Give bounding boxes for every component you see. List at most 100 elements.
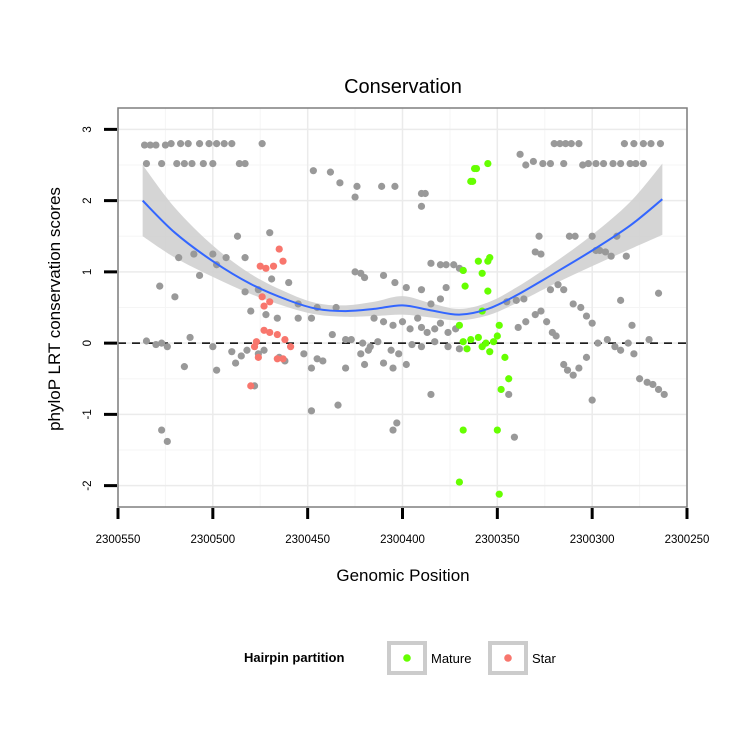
data-point-other bbox=[414, 314, 422, 322]
data-point-other bbox=[417, 323, 426, 332]
data-point-other bbox=[444, 343, 452, 351]
data-point-star bbox=[258, 293, 266, 301]
data-point-other bbox=[427, 300, 435, 308]
data-point-other bbox=[241, 288, 249, 296]
data-point-other bbox=[514, 323, 522, 332]
data-point-other bbox=[379, 359, 388, 367]
data-point-other bbox=[213, 140, 221, 148]
data-point-other bbox=[180, 159, 188, 168]
data-point-other bbox=[417, 286, 426, 294]
data-point-other bbox=[505, 390, 513, 399]
data-point-other bbox=[584, 159, 592, 168]
data-point-other bbox=[647, 140, 655, 148]
chart-title: Conservation bbox=[344, 76, 462, 98]
data-point-other bbox=[342, 335, 350, 344]
data-point-other bbox=[389, 426, 397, 434]
data-point-other bbox=[195, 271, 204, 280]
data-point-other bbox=[607, 252, 615, 260]
data-point-star bbox=[286, 343, 295, 351]
x-tick-label: 2300400 bbox=[380, 534, 425, 546]
y-tick-label: 2 bbox=[82, 197, 94, 203]
data-point-other bbox=[522, 161, 530, 169]
data-point-other bbox=[364, 346, 372, 354]
data-point-other bbox=[560, 286, 568, 294]
data-point-star bbox=[273, 355, 281, 363]
data-point-mature bbox=[495, 321, 503, 329]
data-point-other bbox=[379, 318, 388, 326]
x-tick-label: 2300500 bbox=[190, 534, 235, 546]
data-point-mature bbox=[461, 282, 469, 290]
data-point-other bbox=[176, 140, 185, 148]
data-point-other bbox=[562, 140, 570, 148]
data-point-other bbox=[247, 307, 255, 315]
y-tick-label: 0 bbox=[82, 340, 94, 346]
data-point-other bbox=[228, 348, 236, 356]
data-point-other bbox=[656, 140, 665, 148]
data-point-star bbox=[260, 302, 268, 310]
data-point-star bbox=[269, 262, 278, 270]
data-point-other bbox=[421, 189, 429, 198]
data-point-other bbox=[592, 159, 600, 168]
data-point-mature bbox=[472, 164, 481, 173]
data-point-other bbox=[417, 343, 426, 351]
data-point-mature bbox=[486, 254, 494, 262]
data-point-other bbox=[582, 312, 591, 320]
data-point-other bbox=[237, 352, 245, 360]
data-point-other bbox=[569, 371, 577, 379]
data-point-other bbox=[588, 232, 596, 240]
data-point-mature bbox=[463, 345, 471, 353]
data-point-other bbox=[537, 250, 545, 258]
x-tick-label: 2300350 bbox=[475, 534, 520, 546]
data-point-other bbox=[654, 385, 663, 394]
data-point-other bbox=[158, 426, 166, 434]
data-point-other bbox=[539, 159, 547, 168]
data-point-other bbox=[360, 360, 369, 369]
data-point-other bbox=[231, 359, 240, 367]
data-point-other bbox=[395, 350, 403, 358]
data-point-other bbox=[630, 350, 638, 358]
data-point-other bbox=[406, 325, 414, 333]
data-point-other bbox=[175, 254, 183, 262]
data-point-other bbox=[599, 159, 608, 168]
data-point-mature bbox=[486, 348, 494, 356]
data-point-star bbox=[250, 343, 259, 351]
data-point-other bbox=[628, 321, 636, 329]
data-point-other bbox=[550, 140, 558, 148]
data-point-other bbox=[391, 278, 399, 287]
data-point-other bbox=[294, 314, 302, 322]
data-point-other bbox=[579, 161, 587, 169]
legend-title: Hairpin partition bbox=[244, 650, 344, 665]
data-point-other bbox=[620, 140, 629, 148]
data-point-other bbox=[374, 338, 382, 346]
data-point-other bbox=[546, 159, 555, 168]
data-point-other bbox=[285, 278, 293, 287]
data-point-other bbox=[582, 353, 591, 361]
data-point-mature bbox=[484, 287, 492, 295]
data-point-other bbox=[195, 140, 204, 148]
data-point-mature bbox=[474, 257, 482, 265]
legend-swatch-mature bbox=[403, 654, 411, 662]
series-other bbox=[140, 140, 668, 446]
data-point-other bbox=[258, 140, 266, 148]
data-point-other bbox=[577, 303, 585, 312]
data-point-other bbox=[529, 157, 537, 166]
data-point-mature bbox=[495, 490, 503, 498]
data-point-other bbox=[266, 229, 274, 237]
data-point-other bbox=[431, 338, 439, 346]
data-point-other bbox=[512, 296, 520, 304]
data-point-other bbox=[423, 328, 431, 337]
data-point-other bbox=[560, 360, 568, 369]
data-point-star bbox=[266, 328, 274, 337]
data-point-other bbox=[408, 340, 416, 349]
plot-area: 2300550 2300500 2300450 2300400 2300350 23003… bbox=[82, 107, 710, 546]
data-point-other bbox=[402, 283, 410, 292]
smooth-confidence-ribbon bbox=[142, 163, 663, 321]
legend-key-mature bbox=[387, 641, 427, 675]
data-point-other bbox=[565, 232, 574, 240]
data-point-other bbox=[639, 140, 647, 148]
data-point-mature bbox=[459, 266, 467, 275]
data-point-other bbox=[241, 159, 249, 168]
x-tick-label: 2300250 bbox=[665, 534, 710, 546]
data-point-star bbox=[262, 264, 270, 272]
data-point-other bbox=[307, 364, 316, 372]
